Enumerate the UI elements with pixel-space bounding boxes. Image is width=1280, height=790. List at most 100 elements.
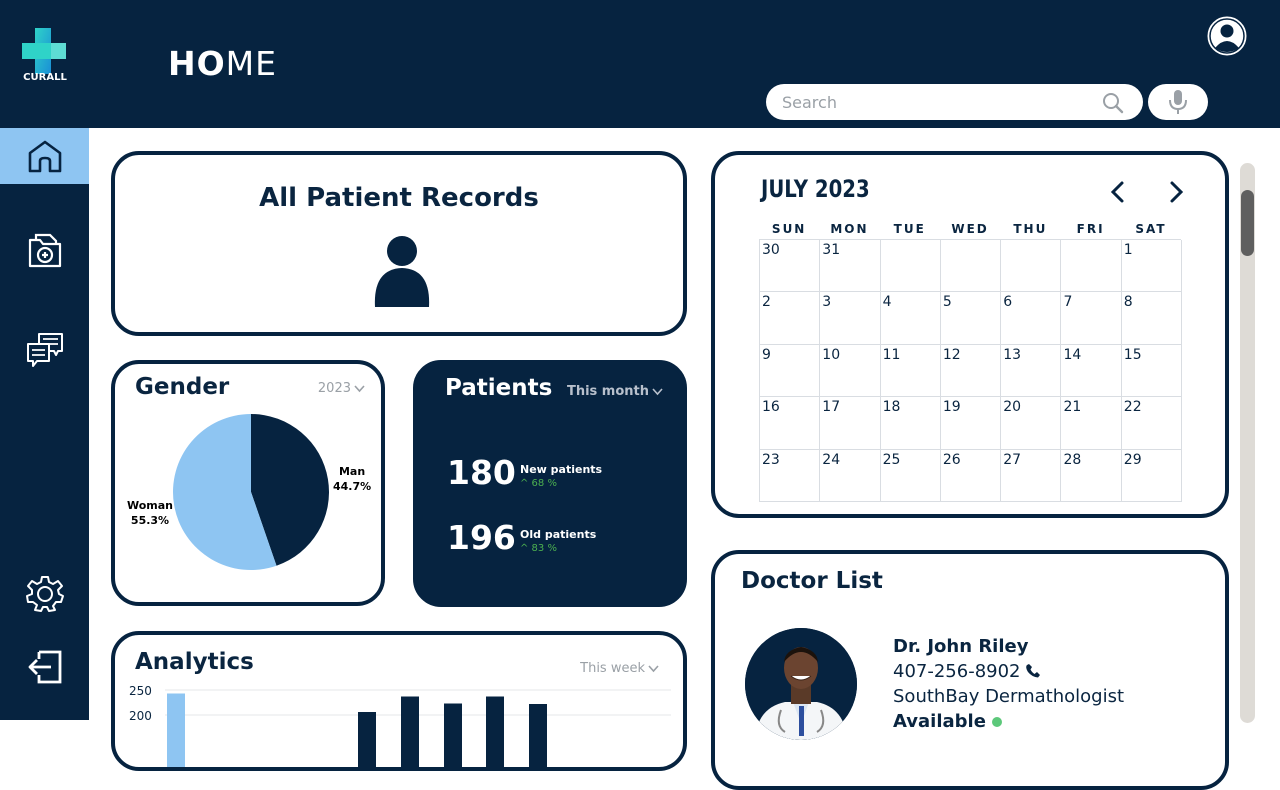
calendar-day[interactable]: 8: [1121, 292, 1183, 345]
calendar-day[interactable]: 6: [1001, 292, 1062, 345]
new-patients-count: 180: [447, 453, 516, 492]
chevron-left-icon[interactable]: [1108, 180, 1128, 204]
calendar-day[interactable]: 21: [1061, 397, 1122, 450]
analytics-bar: [444, 703, 462, 767]
calendar-weekday: SAT: [1135, 222, 1167, 236]
chevron-down-icon: [354, 384, 365, 392]
scrollbar-thumb[interactable]: [1241, 190, 1254, 256]
pie-label-man: Man 44.7%: [333, 464, 371, 494]
calendar-day[interactable]: [1061, 240, 1122, 293]
phone-icon[interactable]: [1026, 663, 1041, 678]
calendar-weekday: WED: [951, 222, 989, 236]
pie-label-man-name: Man: [338, 465, 366, 478]
calendar-day[interactable]: [940, 240, 1002, 293]
search-icon[interactable]: [1101, 91, 1125, 115]
pie-label-man-pct: 44.7%: [333, 480, 372, 493]
page-title-rest: ME: [225, 44, 277, 83]
analytics-bar: [486, 696, 504, 767]
gender-title: Gender: [135, 374, 230, 400]
calendar-days: 30 31 1 2 3 4 5 6 7 8 9 10 11 12 13 14 15 16 17 18 19 20 21 22 2…: [759, 239, 1183, 502]
calendar-day[interactable]: 22: [1121, 397, 1183, 450]
analytics-bar: [529, 704, 547, 767]
scrollbar-track[interactable]: [1240, 163, 1255, 723]
calendar-day[interactable]: 4: [880, 292, 941, 345]
pie-label-woman: Woman 55.3%: [127, 498, 173, 528]
doctor-phone[interactable]: 407-256-8902: [893, 661, 1021, 682]
pie-label-woman-name: Woman: [127, 499, 174, 512]
calendar-day[interactable]: 18: [880, 397, 941, 450]
calendar-day[interactable]: 20: [1001, 397, 1062, 450]
calendar-day[interactable]: 24: [820, 449, 881, 502]
chevron-down-icon: [652, 387, 663, 395]
calendar-weekday: FRI: [1076, 222, 1105, 236]
calendar-day[interactable]: 17: [820, 397, 881, 450]
pie-slice-man: [251, 414, 329, 566]
calendar-weekday: TUE: [893, 222, 926, 236]
doctor-avatar[interactable]: [745, 628, 857, 740]
analytics-card: Analytics This week 250 200: [111, 631, 687, 771]
calendar-month-title: JULY 2023: [761, 175, 870, 203]
sidebar-item-logout[interactable]: [0, 639, 89, 695]
analytics-bar-chart: 250 200: [129, 684, 671, 767]
search-bar: [766, 84, 1143, 120]
calendar-day[interactable]: 15: [1121, 344, 1183, 398]
gender-year-dropdown[interactable]: 2023: [318, 381, 365, 396]
calendar-day[interactable]: 14: [1061, 344, 1122, 398]
page-title: HOME: [168, 44, 277, 83]
doctor-name[interactable]: Dr. John Riley: [893, 636, 1029, 657]
calendar-day[interactable]: 30: [760, 240, 821, 293]
user-avatar-icon[interactable]: [1207, 16, 1247, 56]
calendar-day[interactable]: 12: [940, 344, 1002, 398]
old-patients-count: 196: [447, 518, 516, 557]
calendar-day[interactable]: 27: [1001, 449, 1062, 502]
chevron-down-icon: [648, 664, 659, 672]
voice-search-button[interactable]: [1148, 84, 1208, 120]
patients-title: Patients: [445, 375, 553, 401]
patients-card: Patients This month 180 New patients ^ 6…: [413, 360, 687, 607]
calendar-day[interactable]: 31: [820, 240, 881, 293]
pie-label-woman-pct: 55.3%: [130, 514, 170, 527]
gender-card: Gender 2023 Man 44.7% Woman 55.3%: [111, 360, 385, 606]
calendar-day[interactable]: 13: [1001, 344, 1062, 398]
calendar-day[interactable]: 5: [940, 292, 1002, 345]
calendar-day[interactable]: 25: [880, 449, 941, 502]
sidebar-item-messages[interactable]: [0, 322, 89, 378]
doctor-status: Available: [893, 711, 986, 732]
calendar-day[interactable]: 1: [1121, 240, 1183, 293]
calendar-day[interactable]: 2: [760, 292, 821, 345]
calendar-day[interactable]: 3: [820, 292, 881, 345]
sidebar-item-home[interactable]: [0, 128, 89, 184]
calendar-day[interactable]: 16: [760, 397, 821, 450]
calendar-day[interactable]: 9: [760, 344, 821, 398]
new-patients-label: New patients: [520, 463, 603, 476]
analytics-range-dropdown[interactable]: This week: [580, 661, 659, 676]
old-patients-change: ^ 83 %: [520, 543, 557, 554]
calendar-day[interactable]: 7: [1061, 292, 1122, 345]
page-title-bold: HO: [168, 44, 226, 83]
calendar-day[interactable]: 23: [760, 449, 821, 502]
patients-range-value: This month: [566, 384, 649, 399]
calendar-day[interactable]: 28: [1061, 449, 1122, 502]
patient-records-card[interactable]: All Patient Records: [111, 151, 687, 336]
calendar-day[interactable]: [880, 240, 941, 293]
calendar-day[interactable]: 19: [940, 397, 1002, 450]
doctor-specialty: SouthBay Dermathologist: [893, 686, 1125, 707]
calendar-day[interactable]: [1001, 240, 1062, 293]
patients-range-dropdown[interactable]: This month: [567, 384, 663, 399]
sidebar-item-patient-files[interactable]: [0, 222, 89, 278]
gender-year-value: 2023: [317, 381, 351, 396]
calendar-day[interactable]: 29: [1121, 449, 1183, 502]
y-tick-200: 200: [129, 709, 152, 723]
old-patients-label: Old patients: [520, 528, 597, 541]
logout-icon: [28, 650, 61, 684]
search-input[interactable]: [782, 90, 1092, 114]
calendar-weekday-row: SUN MON TUE WED THU FRI SAT: [759, 219, 1181, 239]
calendar-day[interactable]: 26: [940, 449, 1002, 502]
chevron-right-icon[interactable]: [1166, 180, 1186, 204]
analytics-bar: [401, 696, 419, 767]
calendar-day[interactable]: 11: [880, 344, 941, 398]
curall-logo-icon[interactable]: [20, 22, 70, 84]
calendar-day[interactable]: 10: [820, 344, 881, 398]
analytics-range-value: This week: [580, 661, 645, 676]
sidebar-item-settings[interactable]: [0, 565, 89, 621]
